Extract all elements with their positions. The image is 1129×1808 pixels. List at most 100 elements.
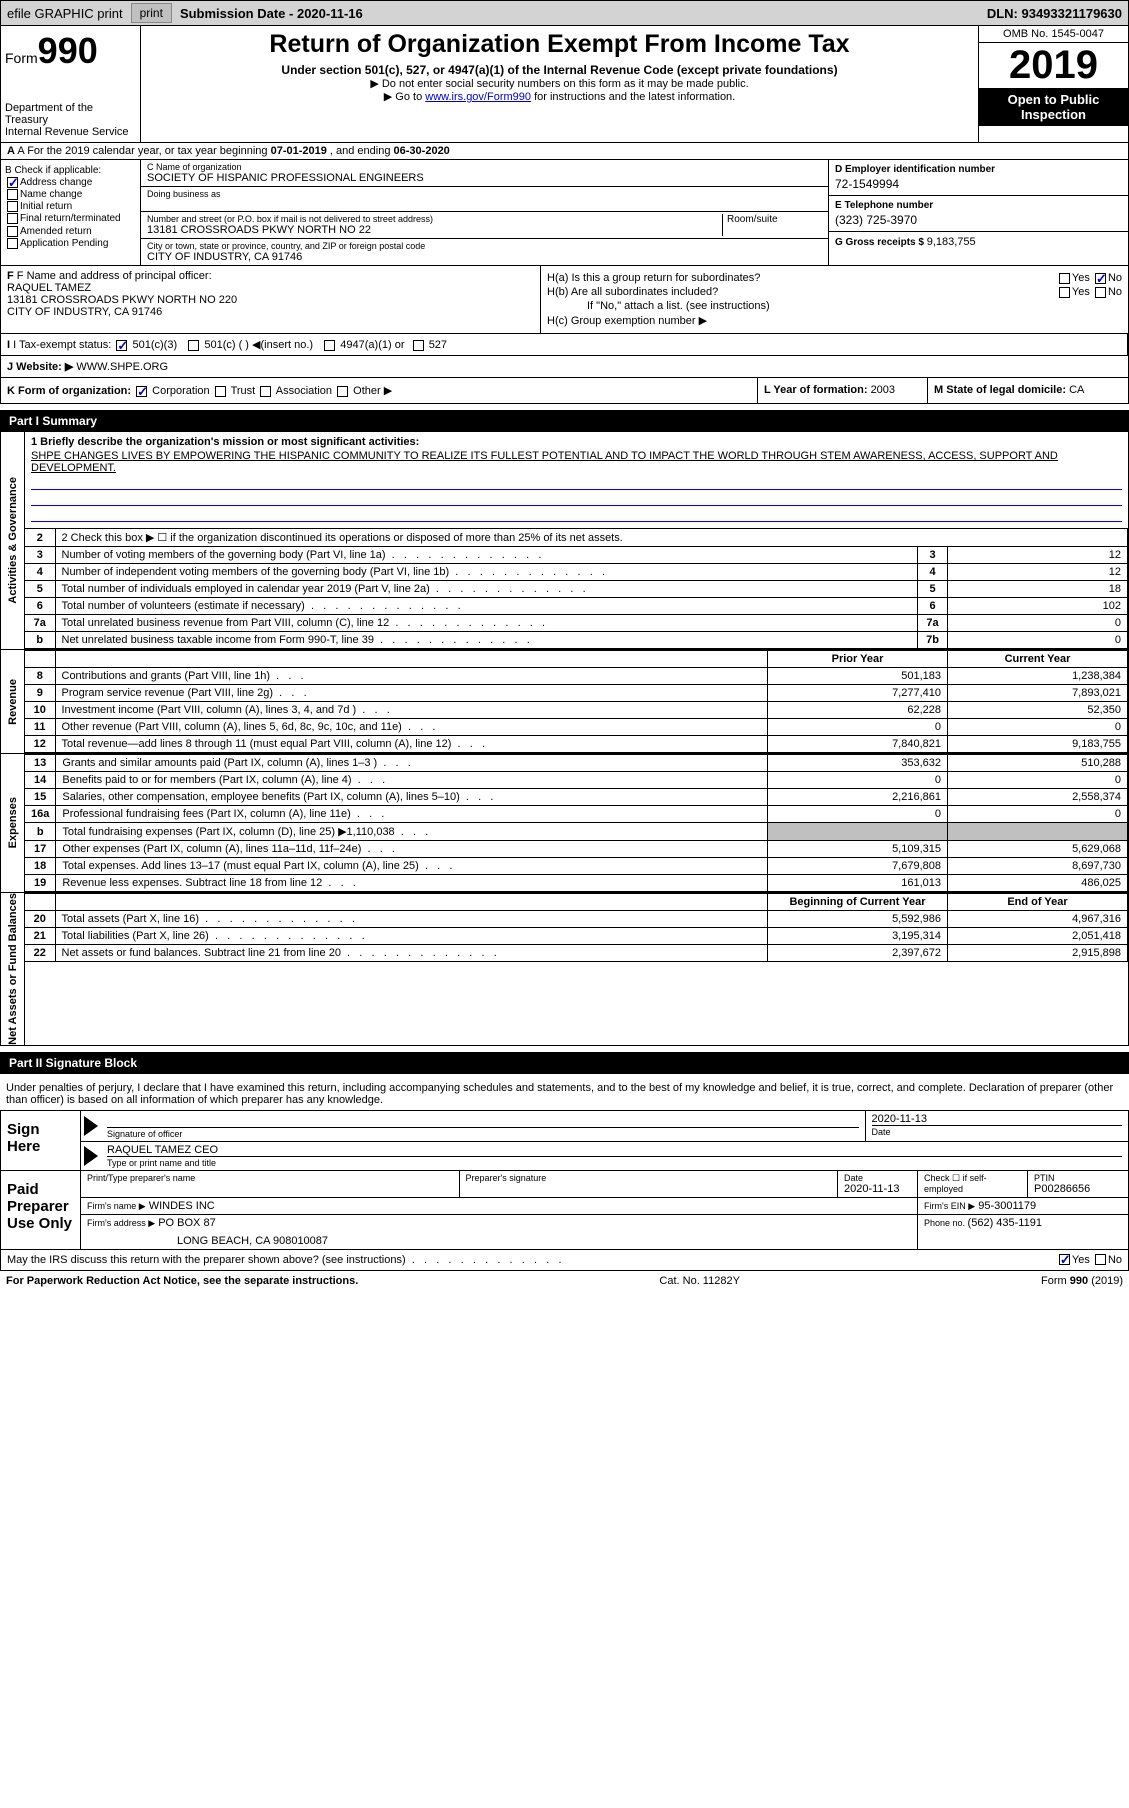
vert-revenue: Revenue [1,650,25,753]
curr-val: 510,288 [948,755,1128,772]
paid-preparer-block: Paid Preparer Use Only Print/Type prepar… [0,1171,1129,1250]
curr-val: 0 [948,806,1128,823]
line-num: 6 [25,598,55,615]
netassets-block: Net Assets or Fund Balances Beginning of… [0,893,1129,1046]
cb-name-change[interactable]: Name change [5,189,136,200]
col-l-year: L Year of formation: 2003 [758,378,928,403]
netassets-table: Beginning of Current YearEnd of Year 20 … [25,893,1128,962]
mission-section: 1 Briefly describe the organization's mi… [25,432,1128,528]
cb-initial-return[interactable]: Initial return [5,201,136,212]
expenses-block: Expenses 13 Grants and similar amounts p… [0,754,1129,893]
line-label: Benefits paid to or for members (Part IX… [56,772,768,789]
col-d-ein: D Employer identification number 72-1549… [828,160,1128,265]
col-h-group: H(a) Is this a group return for subordin… [541,266,1128,333]
officer-name-cell: RAQUEL TAMEZ CEO Type or print name and … [101,1142,1128,1170]
paid-preparer-label: Paid Preparer Use Only [1,1171,81,1249]
open-inspection: Open to Public Inspection [979,88,1128,126]
discuss-row: May the IRS discuss this return with the… [0,1250,1129,1271]
revenue-block: Revenue Prior YearCurrent Year 8 Contrib… [0,650,1129,754]
line-label: Total expenses. Add lines 13–17 (must eq… [56,858,768,875]
line-num: 12 [25,736,55,753]
prior-val: 62,228 [768,702,948,719]
vert-governance: Activities & Governance [1,432,25,649]
line-label: Total unrelated business revenue from Pa… [55,615,918,632]
curr-val: 7,893,021 [948,685,1128,702]
note-goto: ▶ Go to www.irs.gov/Form990 for instruct… [145,90,974,103]
tax-exempt-status: I I Tax-exempt status: 501(c)(3) 501(c) … [1,334,1128,355]
line-num: 13 [25,755,56,772]
irs-link[interactable]: www.irs.gov/Form990 [425,91,531,103]
ein-value: 72-1549994 [835,177,1122,191]
phone-cell: E Telephone number (323) 725-3970 [829,196,1128,232]
expenses-table: 13 Grants and similar amounts paid (Part… [25,754,1128,892]
cb-4947[interactable] [324,340,335,351]
cb-501c3[interactable] [116,340,127,351]
cb-discuss-no[interactable] [1095,1254,1106,1265]
line-col: 5 [918,581,948,598]
curr-val: 8,697,730 [948,858,1128,875]
firm-ein-cell: Firm's EIN ▶ 95-3001179 [918,1198,1128,1214]
line-label: Net assets or fund balances. Subtract li… [55,945,768,962]
line-label: Number of voting members of the governin… [55,547,918,564]
line-num: 16a [25,806,56,823]
dba-cell: Doing business as [147,189,822,209]
curr-val: 2,051,418 [948,928,1128,945]
header-right: OMB No. 1545-0047 2019 Open to Public In… [978,26,1128,142]
cb-527[interactable] [413,340,424,351]
cb-pending[interactable]: Application Pending [5,238,136,249]
begin-year-header: Beginning of Current Year [768,894,948,911]
firm-phone-cell: Phone no. (562) 435-1191 [918,1215,1128,1249]
tax-year: 2019 [979,43,1128,88]
col-m-state: M State of legal domicile: CA [928,378,1128,403]
cb-other[interactable] [337,386,348,397]
curr-val [948,823,1128,841]
vert-expenses: Expenses [1,754,25,892]
footer-right: Form 990 (2019) [1041,1275,1123,1287]
line-num: 9 [25,685,55,702]
prior-val [768,823,948,841]
cb-trust[interactable] [215,386,226,397]
col-c-org-info: C Name of organization SOCIETY OF HISPAN… [141,160,828,265]
line-num: 22 [25,945,55,962]
prior-val: 0 [768,719,948,736]
discuss-text: May the IRS discuss this return with the… [7,1254,1057,1266]
form-header: Form990 Department of the TreasuryIntern… [0,26,1129,143]
cb-amended[interactable]: Amended return [5,226,136,237]
line-val: 12 [948,564,1128,581]
line-label: Total assets (Part X, line 16) [55,911,768,928]
blank-line [31,492,1122,506]
print-button[interactable]: print [131,3,172,23]
curr-val: 4,967,316 [948,911,1128,928]
prior-val: 2,397,672 [768,945,948,962]
cb-assoc[interactable] [260,386,271,397]
ein-cell: D Employer identification number 72-1549… [829,160,1128,196]
dept-label: Department of the TreasuryInternal Reven… [5,102,136,138]
cb-address-change[interactable]: Address change [5,177,136,188]
line-num: 8 [25,668,55,685]
line-label: Revenue less expenses. Subtract line 18 … [56,875,768,892]
cb-discuss-yes[interactable] [1059,1254,1070,1265]
line-label: Other revenue (Part VIII, column (A), li… [55,719,768,736]
line-col: 6 [918,598,948,615]
line-label: Total number of volunteers (estimate if … [55,598,918,615]
cb-final-return[interactable]: Final return/terminated [5,213,136,224]
cb-501c[interactable] [188,340,199,351]
curr-val: 0 [948,772,1128,789]
line-num: 5 [25,581,55,598]
line-num: b [25,823,56,841]
arrow-icon [81,1142,101,1170]
city-cell: City or town, state or province, country… [147,241,822,263]
line2: 2 Check this box ▶ ☐ if the organization… [55,529,1128,547]
note-ssn: ▶ Do not enter social security numbers o… [145,77,974,90]
line-num: 3 [25,547,55,564]
ptin-cell: PTINP00286656 [1028,1171,1128,1197]
line-val: 102 [948,598,1128,615]
revenue-table: Prior YearCurrent Year 8 Contributions a… [25,650,1128,753]
cb-corp[interactable] [136,386,147,397]
curr-val: 2,558,374 [948,789,1128,806]
form-title: Return of Organization Exempt From Incom… [145,30,974,59]
line-col: 7b [918,632,948,649]
prior-val: 5,109,315 [768,841,948,858]
sig-date-cell: 2020-11-13 Date [866,1111,1129,1141]
blank-line [31,476,1122,490]
